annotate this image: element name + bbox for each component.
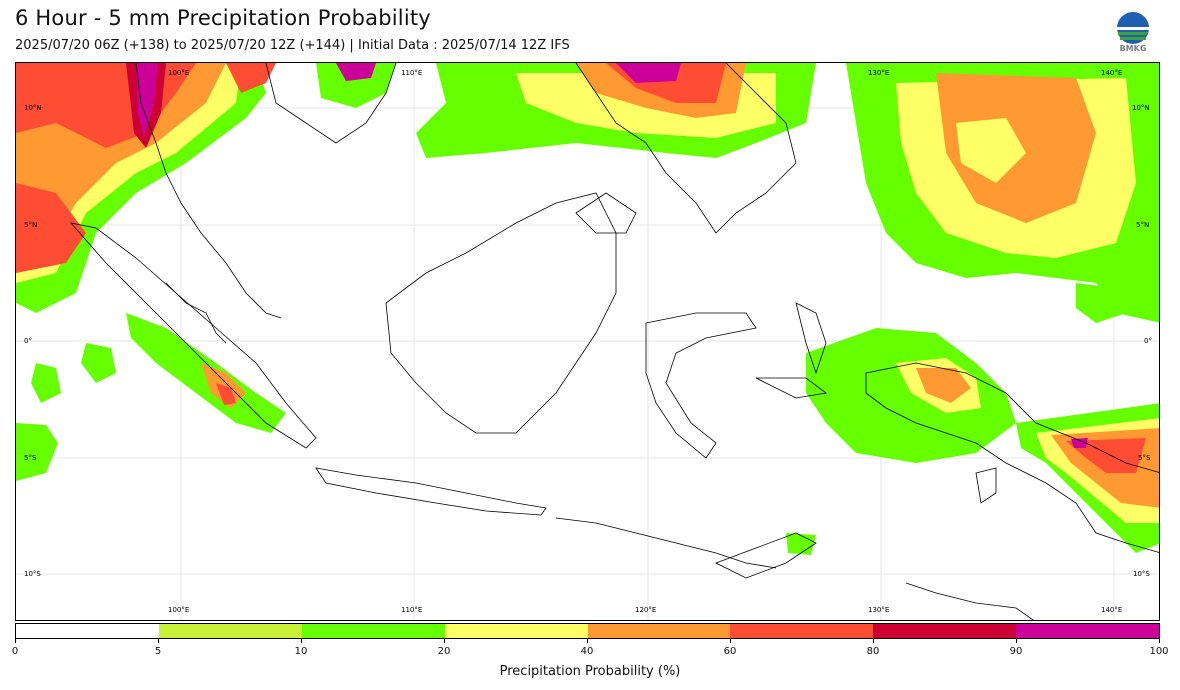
- colorbar-segment: [16, 624, 159, 638]
- lon-label-bottom-110: 110°E: [401, 606, 422, 614]
- colorbar-segment: [444, 624, 588, 638]
- map-canvas: 100°E 110°E 130°E 140°E 100°E 110°E 120°…: [16, 63, 1159, 620]
- lat-label-left-5n: 5°N: [24, 221, 37, 229]
- colorbar-tick: [15, 638, 16, 643]
- lon-label-top-100: 100°E: [168, 69, 189, 77]
- lat-label-right-0: 0°: [1144, 337, 1152, 345]
- colorbar-segment: [158, 624, 302, 638]
- colorbar-tick-label: 60: [723, 646, 737, 657]
- lat-label-right-5s: 5°S: [1138, 454, 1151, 462]
- logo-text: BMKG: [1119, 44, 1147, 53]
- chart-subtitle: 2025/07/20 06Z (+138) to 2025/07/20 12Z …: [15, 38, 570, 53]
- precipitation-map: 100°E 110°E 130°E 140°E 100°E 110°E 120°…: [15, 62, 1160, 621]
- lat-label-left-5s: 5°S: [24, 454, 37, 462]
- colorbar-tick-label: 90: [1009, 646, 1023, 657]
- colorbar-tick: [1159, 638, 1160, 643]
- colorbar-tick-label: 20: [437, 646, 451, 657]
- lon-label-bottom-120: 120°E: [635, 606, 656, 614]
- lon-label-top-130: 130°E: [868, 69, 889, 77]
- colorbar-tick-label: 10: [294, 646, 308, 657]
- lon-label-bottom-100: 100°E: [168, 606, 189, 614]
- graticule-labels: 100°E 110°E 130°E 140°E 100°E 110°E 120°…: [24, 69, 1152, 614]
- chart-title: 6 Hour - 5 mm Precipitation Probability: [15, 6, 431, 30]
- colorbar-segment: [730, 624, 874, 638]
- lon-label-bottom-130: 130°E: [868, 606, 889, 614]
- colorbar-tick-label: 40: [580, 646, 594, 657]
- colorbar-tick: [1016, 638, 1017, 643]
- colorbar-segment: [873, 624, 1017, 638]
- lat-label-left-10n: 10°N: [24, 104, 42, 112]
- lat-label-left-0: 0°: [24, 337, 32, 345]
- bmkg-logo: [1114, 11, 1152, 55]
- lon-label-top-110: 110°E: [401, 69, 422, 77]
- lon-label-top-140: 140°E: [1101, 69, 1122, 77]
- colorbar-tick: [873, 638, 874, 643]
- lat-label-right-10n: 10°N: [1132, 104, 1150, 112]
- colorbar-ticks: 0 5 10 20 40 60 80 90 100: [11, 638, 1169, 660]
- colorbar-tick-label: 80: [866, 646, 880, 657]
- colorbar-tick: [444, 638, 445, 643]
- lat-label-right-5n: 5°N: [1136, 221, 1149, 229]
- colorbar-tick: [158, 638, 159, 643]
- lat-label-left-10s: 10°S: [24, 570, 41, 578]
- colorbar: [15, 623, 1160, 639]
- colorbar-segment: [587, 624, 731, 638]
- colorbar-label: Precipitation Probability (%): [499, 664, 681, 679]
- lon-label-bottom-140: 140°E: [1101, 606, 1122, 614]
- coastlines: [69, 63, 1159, 620]
- lat-label-right-10s: 10°S: [1133, 570, 1150, 578]
- colorbar-tick: [301, 638, 302, 643]
- colorbar-segment: [301, 624, 445, 638]
- colorbar-tick: [730, 638, 731, 643]
- colorbar-segment: [1016, 624, 1159, 638]
- colorbar-tick-label: 100: [1149, 646, 1169, 657]
- colorbar-tick-label: 0: [11, 646, 19, 657]
- probability-fields: [16, 63, 1159, 555]
- colorbar-tick: [587, 638, 588, 643]
- colorbar-tick-label: 5: [154, 646, 162, 657]
